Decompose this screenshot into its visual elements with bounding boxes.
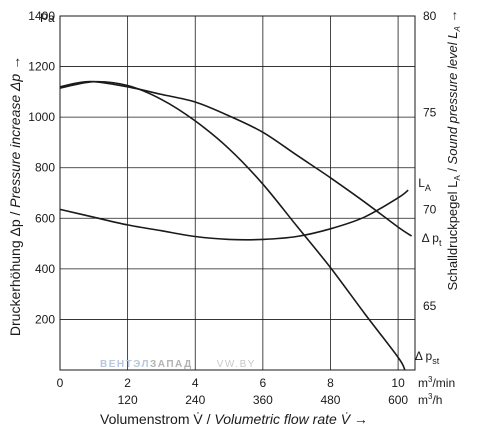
plot-frame: [59, 15, 416, 371]
y-left-tick-label: 600: [35, 211, 55, 225]
x-axis-label-de: Volumenstrom V̇ /: [100, 411, 214, 427]
watermark: ВЕНТЭЛЗАПАД VW.BY: [100, 359, 256, 370]
x-tick-label-secondary: 240: [185, 393, 205, 407]
x-tick-label-primary: 8: [327, 376, 334, 390]
y-left-ticks: 200 400 600 800 1000 1200 1400: [28, 9, 55, 326]
y-right-axis-label-en: Sound pressure level L: [445, 31, 460, 164]
series-label-pst: Δ pst: [415, 349, 440, 366]
y-left-unit: Pa: [40, 11, 55, 25]
x-tick-label-secondary: 120: [118, 393, 138, 407]
x-tick-label-primary: 6: [260, 376, 267, 390]
series-line-la: [59, 189, 409, 241]
y-left-axis-label-en: Pressure increase Δp →: [7, 56, 23, 208]
x-unit-primary: m3/min: [418, 375, 455, 390]
watermark-part1: ВЕНТЭЛ: [100, 359, 150, 370]
series-labels: Δ pt Δ pst LA: [415, 176, 442, 366]
y-right-tick-label: 75: [423, 106, 437, 120]
x-tick-label-secondary: 360: [253, 393, 273, 407]
y-left-axis-label: Druckerhöhung Δp / Pressure increase Δp …: [7, 56, 23, 336]
grid: [60, 15, 415, 370]
series-line-pt: [59, 80, 413, 237]
x-axis-label-en: Volumetric flow rate V̇ →: [214, 411, 368, 427]
x-unit-secondary: m3/h: [418, 392, 442, 407]
x-tick-label-secondary: 480: [320, 393, 340, 407]
y-left-tick-label: 1200: [28, 60, 55, 74]
watermark-part2: ЗАПАД: [150, 359, 193, 370]
x-axis-label: Volumenstrom V̇ / Volumetric flow rate V…: [100, 411, 368, 427]
y-right-ticks: 80 75 70 65: [423, 9, 437, 313]
y-right-axis-label-de: Schalldruckpegel L: [445, 181, 460, 291]
y-right-tick-label: 65: [423, 299, 437, 313]
y-left-tick-label: 800: [35, 161, 55, 175]
series-label-pt: Δ pt: [422, 231, 442, 248]
x-tick-label-primary: 10: [391, 376, 405, 390]
y-left-axis-label-de: Druckerhöhung Δp /: [7, 208, 23, 336]
series-label-la: LA: [418, 176, 431, 193]
y-right-axis-label: Schalldruckpegel LA / Sound pressure lev…: [445, 10, 462, 291]
x-tick-label-primary: 0: [57, 376, 64, 390]
y-left-tick-label: 1000: [28, 110, 55, 124]
y-left-tick-label: 1400: [28, 9, 55, 23]
series-line-pst: [59, 80, 406, 371]
y-left-tick-label: 400: [35, 262, 55, 276]
x-tick-label-secondary: 600: [388, 393, 408, 407]
x-tick-label-primary: 4: [192, 376, 199, 390]
x-tick-label-primary: 2: [124, 376, 131, 390]
watermark-part3: VW.BY: [217, 359, 256, 370]
series-layer: [59, 80, 413, 371]
x-ticks: 0 2 4 6 8 10 120 240 360 480 600: [57, 376, 409, 407]
y-right-tick-label: 70: [423, 202, 437, 216]
y-right-tick-label: 80: [423, 9, 437, 23]
y-left-tick-label: 200: [35, 312, 55, 326]
